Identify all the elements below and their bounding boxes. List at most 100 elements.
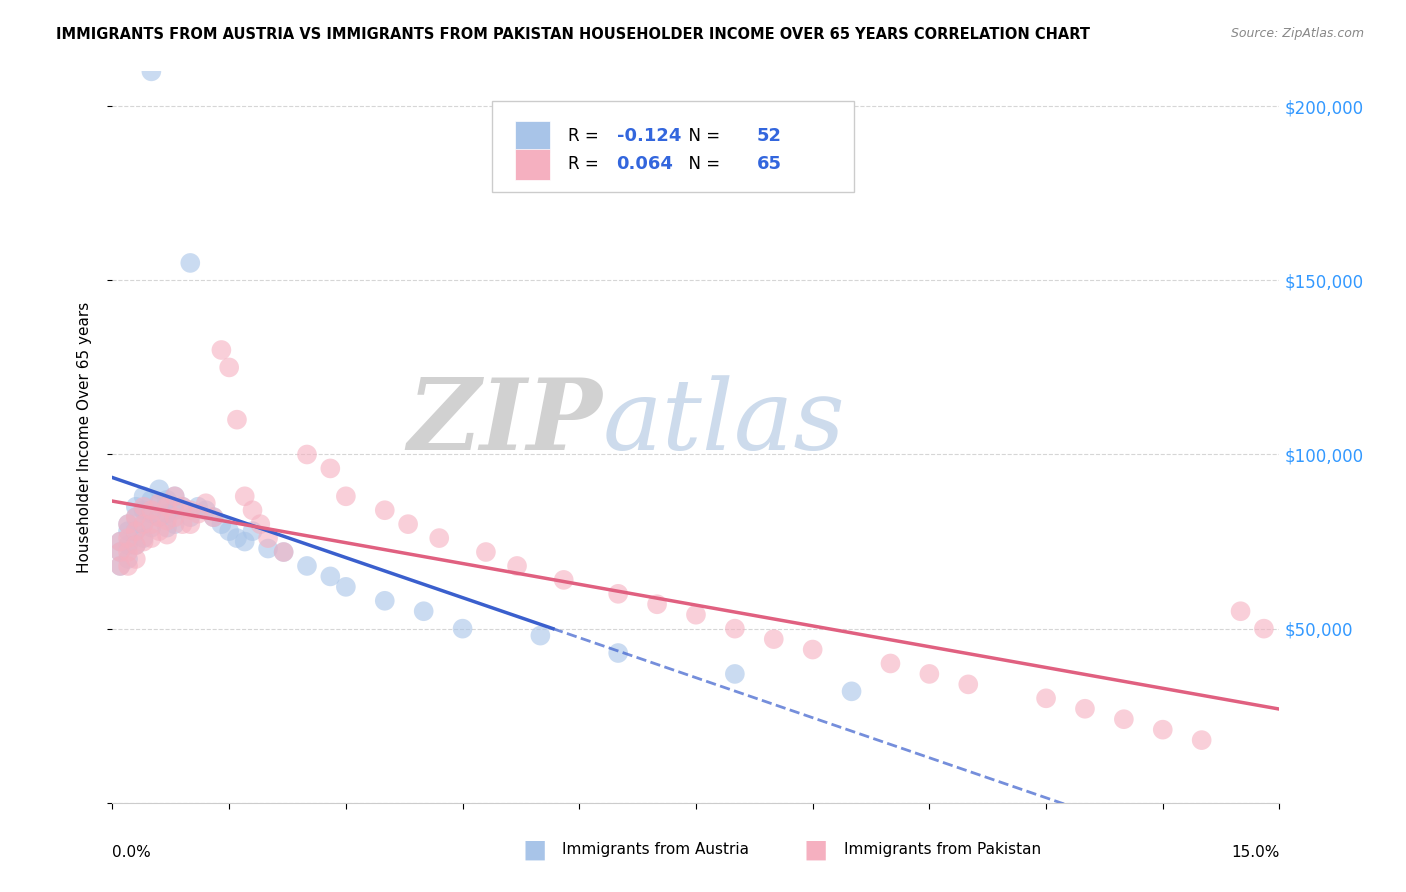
Point [132,517,155,532]
Point [233,534,256,549]
Point [1253,622,1275,636]
Point [218,524,240,538]
Point [148,510,170,524]
Point [249,517,271,532]
Point [685,607,707,622]
Point [475,545,498,559]
Text: N =: N = [679,128,725,145]
Point [645,597,668,611]
Point [163,510,186,524]
Point [141,521,163,535]
Point [110,545,132,559]
Point [110,558,132,573]
Point [374,503,396,517]
Text: R =: R = [568,128,603,145]
Text: 0.064: 0.064 [617,155,673,173]
Point [257,531,280,545]
Point [179,503,201,517]
Point [319,569,342,583]
Point [156,527,179,541]
Point [125,538,148,552]
Point [117,538,139,552]
Text: Immigrants from Pakistan: Immigrants from Pakistan [844,842,1040,856]
Point [295,558,318,573]
Point [148,510,170,524]
Point [148,496,170,510]
Point [295,448,318,462]
Point [125,510,148,524]
Text: 0.0%: 0.0% [112,845,152,860]
Point [242,524,264,538]
Point [117,517,139,532]
Point [762,632,785,646]
Point [125,500,148,514]
Point [209,517,232,532]
Point [110,534,132,549]
Point [163,517,186,532]
Point [117,558,139,573]
Point [194,496,217,510]
Point [879,657,901,671]
Point [125,524,148,538]
Text: Immigrants from Austria: Immigrants from Austria [562,842,749,856]
Text: atlas: atlas [603,375,845,470]
Y-axis label: Householder Income Over 65 years: Householder Income Over 65 years [77,301,91,573]
Point [396,517,419,532]
Point [209,343,232,357]
Point [724,622,747,636]
Point [125,552,148,566]
Text: ▪: ▪ [803,830,828,868]
Point [141,531,163,545]
Point [163,489,186,503]
Point [218,360,240,375]
Point [172,517,194,532]
Point [179,510,201,524]
FancyBboxPatch shape [492,101,853,192]
Point [117,552,139,566]
Point [918,667,941,681]
Point [156,492,179,507]
Point [257,541,280,556]
Text: 15.0%: 15.0% [1232,845,1279,860]
Point [172,500,194,514]
FancyBboxPatch shape [515,149,550,179]
Text: ▪: ▪ [522,830,547,868]
Point [553,573,575,587]
Point [110,558,132,573]
Text: 65: 65 [756,155,782,173]
Point [374,594,396,608]
Point [132,534,155,549]
Point [319,461,342,475]
Point [125,524,148,538]
Point [1152,723,1174,737]
Point [724,667,747,681]
Point [529,629,551,643]
Point [125,0,148,9]
Point [1112,712,1135,726]
Point [156,514,179,528]
Point [194,503,217,517]
Point [179,256,201,270]
Point [132,489,155,503]
Point [110,534,132,549]
Text: IMMIGRANTS FROM AUSTRIA VS IMMIGRANTS FROM PAKISTAN HOUSEHOLDER INCOME OVER 65 Y: IMMIGRANTS FROM AUSTRIA VS IMMIGRANTS FR… [56,27,1090,42]
Point [141,64,163,78]
Point [125,510,148,524]
Point [506,558,529,573]
Point [607,587,630,601]
Point [1229,604,1251,618]
Point [187,500,209,514]
Point [141,507,163,521]
Point [141,517,163,532]
Point [202,510,225,524]
Point [141,492,163,507]
Point [156,500,179,514]
Point [172,500,194,514]
Point [1191,733,1213,747]
Point [607,646,630,660]
Point [1035,691,1057,706]
Point [117,531,139,545]
Point [148,496,170,510]
Point [335,489,357,503]
Point [132,517,155,532]
